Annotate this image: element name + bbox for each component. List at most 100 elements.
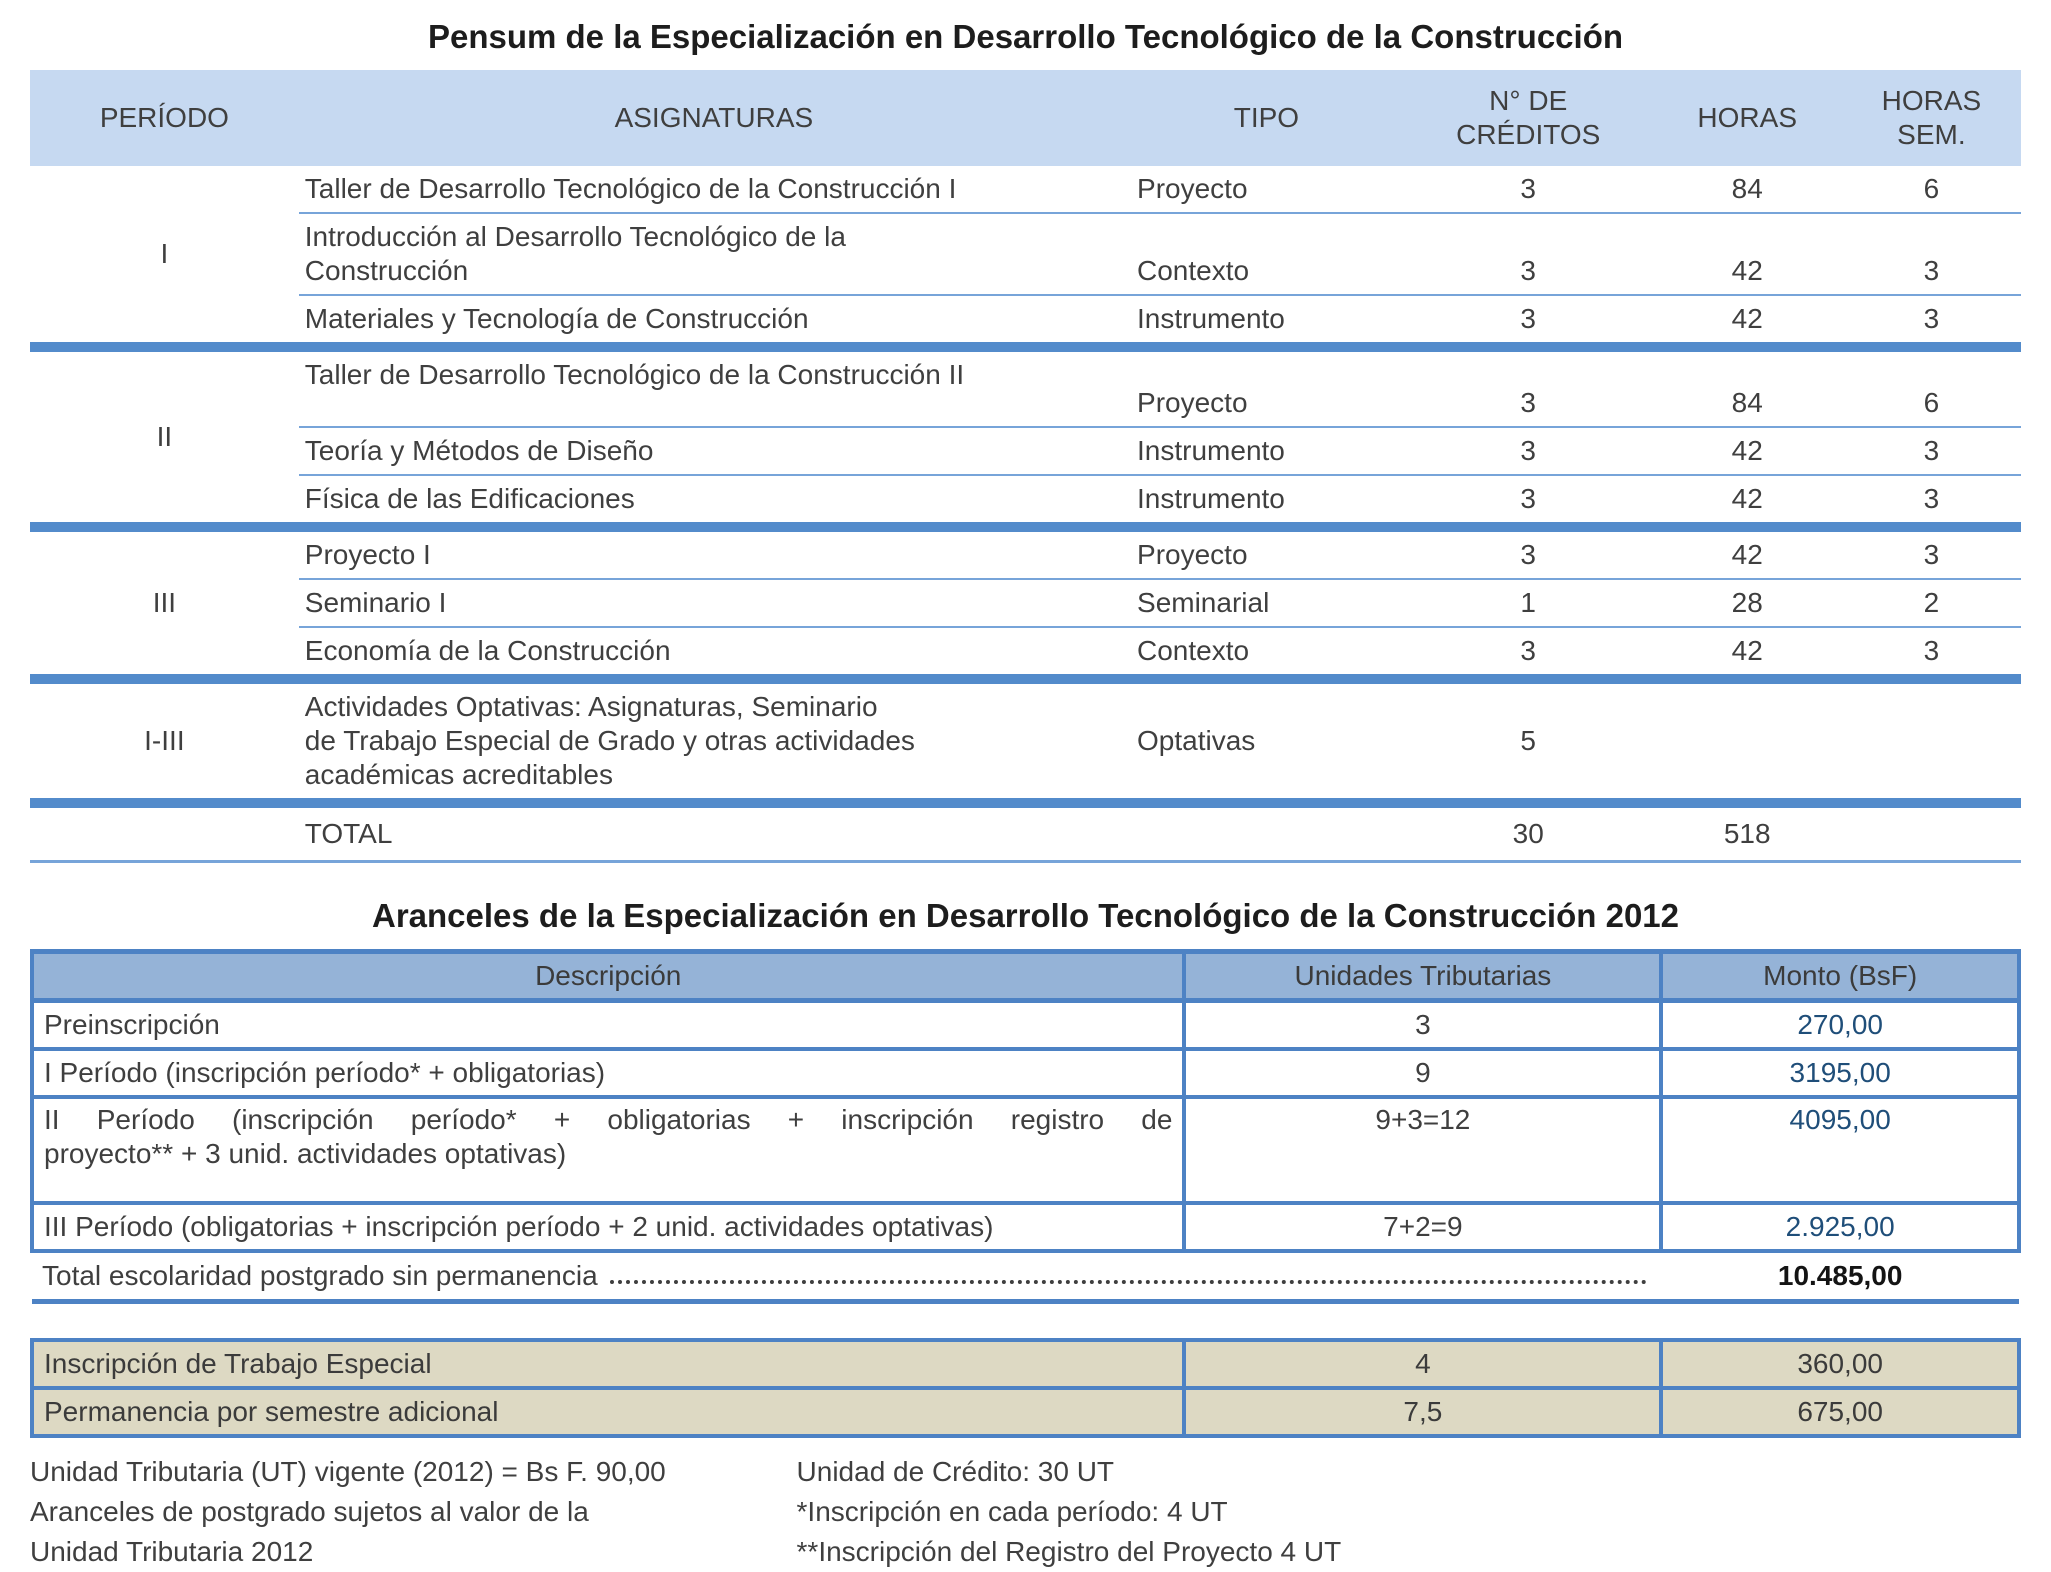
unidades-cell: 9+3=12: [1182, 1095, 1664, 1205]
header-creditos-line1: N° DE: [1489, 85, 1568, 116]
pensum-title: Pensum de la Especialización en Desarrol…: [427, 18, 1624, 55]
monto-cell: 675,00: [1659, 1386, 2021, 1438]
tipo-cell: [1129, 808, 1404, 863]
horas-cell: 42: [1652, 532, 1842, 580]
creditos-cell: 3: [1520, 483, 1536, 514]
pensum-total-row: TOTAL 30 518: [30, 808, 2021, 863]
header-descripcion: Descripción: [29, 949, 1187, 1003]
monto-cell: 270,00: [1659, 998, 2021, 1051]
table-row: III Proyecto I Proyecto 3 42 3: [30, 532, 2021, 618]
creditos-cell: 3: [1520, 635, 1536, 666]
period-cell: III: [152, 587, 177, 618]
footnote-line: Unidad de Crédito: 30 UT: [796, 1456, 1115, 1487]
table-row: Materiales y Tecnología de Construcción …: [30, 295, 2021, 342]
table-row: Preinscripción 3 270,00: [29, 998, 2021, 1051]
descripcion-line: II Período (inscripción período* + oblig…: [44, 1104, 1173, 1135]
horas-sem-cell: 2: [1841, 579, 2021, 628]
period-separator-bar: [30, 522, 2021, 532]
table-row: Introducción al Desarrollo Tecnológico d…: [30, 213, 2021, 296]
table-row: I Período (inscripción período* + obliga…: [29, 1047, 2021, 1099]
header-asignaturas: ASIGNATURAS: [298, 70, 1130, 166]
creditos-cell: 5: [1520, 725, 1536, 756]
total-label: TOTAL: [298, 808, 1130, 863]
asignatura-line: académicas acreditables: [304, 759, 613, 790]
asignatura-line: Actividades Optativas: Asignaturas, Semi…: [304, 691, 878, 722]
header-unidades-tributarias: Unidades Tributarias: [1182, 949, 1664, 1003]
asignatura-cell: Economía de la Construcción: [304, 635, 671, 666]
monto-cell: 3195,00: [1659, 1047, 2021, 1099]
period-separator-bar: [30, 342, 2021, 352]
header-sem-line2: SEM.: [1897, 119, 1966, 150]
horas-cell: 42: [1652, 427, 1842, 476]
asignatura-line: de Trabajo Especial de Grado y otras act…: [304, 725, 915, 756]
footnotes-left: Unidad Tributaria (UT) vigente (2012) = …: [30, 1452, 797, 1572]
asignatura-cell: Taller de Desarrollo Tecnológico de la C…: [298, 166, 1130, 214]
period-cell: I: [160, 238, 169, 269]
footnote-line: Unidad Tributaria 2012: [30, 1536, 314, 1567]
asignatura-cell: Proyecto I: [298, 532, 1130, 580]
period-separator-bar: [30, 798, 2021, 808]
tipo-cell: Optativas: [1137, 725, 1256, 756]
unidades-cell: 7+2=9: [1182, 1201, 1664, 1253]
descripcion-line: proyecto** + 3 unid. actividades optativ…: [44, 1138, 567, 1169]
tipo-cell: Proyecto: [1129, 166, 1404, 214]
header-creditos-line2: CRÉDITOS: [1456, 119, 1601, 150]
footnotes-right: Unidad de Crédito: 30 UT *Inscripción en…: [797, 1452, 2021, 1572]
horas-sem-cell: 3: [1841, 427, 2021, 476]
horas-sem-cell: 6: [1841, 166, 2021, 214]
aranceles-header-row: Descripción Unidades Tributarias Monto (…: [29, 949, 2021, 1003]
horas-sem-cell: 3: [1923, 483, 1940, 514]
footnotes: Unidad Tributaria (UT) vigente (2012) = …: [30, 1452, 2021, 1572]
asignatura-cell: Teoría y Métodos de Diseño: [298, 427, 1130, 476]
tipo-cell: Instrumento: [1137, 303, 1285, 334]
asignatura-cell: Física de las Edificaciones: [304, 483, 635, 514]
horas-cell: 84: [1652, 166, 1842, 214]
unidades-cell: 9: [1182, 1047, 1664, 1099]
period-cell: [30, 808, 299, 863]
descripcion-cell: Inscripción de Trabajo Especial: [29, 1338, 1187, 1390]
total-label-cell: Total escolaridad postgrado sin permanen…: [32, 1251, 1662, 1304]
table-row: I Taller de Desarrollo Tecnológico de la…: [30, 166, 2021, 269]
descripcion-cell: III Período (obligatorias + inscripción …: [29, 1201, 1187, 1253]
horas-cell: 84: [1652, 352, 1842, 428]
horas-sem-cell: 6: [1841, 352, 2021, 428]
monto-cell: 4095,00: [1659, 1095, 2021, 1205]
header-sem-line1: HORAS: [1881, 85, 1982, 116]
horas-cell: 28: [1652, 579, 1842, 628]
footnote-line: **Inscripción del Registro del Proyecto …: [796, 1536, 1342, 1567]
asignatura-line: Introducción al Desarrollo Tecnológico d…: [304, 221, 846, 252]
total-creditos: 30: [1403, 808, 1653, 863]
tipo-cell: Instrumento: [1137, 483, 1285, 514]
footnote-line: Unidad Tributaria (UT) vigente (2012) = …: [30, 1456, 666, 1487]
total-label: Total escolaridad postgrado sin permanen…: [42, 1260, 598, 1291]
header-tipo: TIPO: [1129, 70, 1404, 166]
horas-cell: 42: [1731, 635, 1763, 666]
total-amount: 10.485,00: [1661, 1251, 2019, 1304]
header-periodo: PERÍODO: [30, 70, 299, 166]
pensum-header-row: PERÍODO ASIGNATURAS TIPO N° DE CRÉDITOS …: [30, 70, 2021, 166]
horas-sem-cell: 3: [1923, 303, 1940, 334]
footnote-line: *Inscripción en cada período: 4 UT: [796, 1496, 1228, 1527]
pensum-table: PERÍODO ASIGNATURAS TIPO N° DE CRÉDITOS …: [30, 70, 2021, 863]
descripcion-cell: Preinscripción: [29, 998, 1187, 1051]
table-row: Física de las Edificaciones Instrumento …: [30, 475, 2021, 522]
creditos-cell: 3: [1520, 303, 1536, 334]
period-cell: I-III: [144, 725, 185, 756]
creditos-cell: 3: [1403, 352, 1653, 428]
creditos-cell: 1: [1403, 579, 1653, 628]
extra-fees-table: Inscripción de Trabajo Especial 4 360,00…: [29, 1338, 2021, 1438]
creditos-cell: 3: [1403, 213, 1653, 296]
descripcion-cell: I Período (inscripción período* + obliga…: [29, 1047, 1187, 1099]
tipo-cell: Contexto: [1137, 635, 1250, 666]
dotted-leader: [609, 1280, 1648, 1284]
table-row: Inscripción de Trabajo Especial 4 360,00: [29, 1338, 2021, 1390]
tipo-cell: Instrumento: [1129, 427, 1404, 476]
asignatura-cell: Materiales y Tecnología de Construcción: [304, 303, 809, 334]
header-horas: HORAS: [1652, 70, 1842, 166]
horas-cell: [1653, 684, 1842, 798]
horas-sem-cell: [1842, 684, 2021, 798]
tipo-cell: Contexto: [1129, 213, 1404, 296]
unidades-cell: 4: [1182, 1338, 1664, 1390]
tipo-cell: Proyecto: [1129, 532, 1404, 580]
